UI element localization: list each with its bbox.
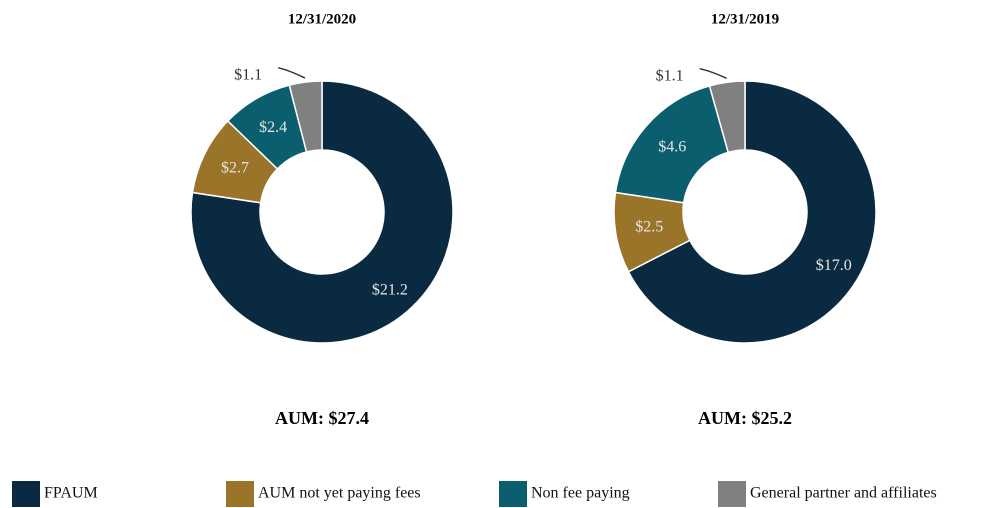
total-label: AUM: $27.4: [275, 408, 369, 428]
legend-swatch: [718, 481, 746, 507]
value-label: $1.1: [234, 66, 262, 83]
value-label: $2.7: [221, 160, 249, 177]
legend-swatch: [12, 481, 40, 507]
slice: [288, 80, 323, 153]
leader: [277, 67, 306, 79]
value-label: $4.6: [658, 138, 686, 155]
legend-swatch: [499, 481, 527, 507]
chart-title: 12/31/2019: [711, 11, 779, 27]
legend-label: AUM not yet paying fees: [258, 485, 421, 502]
slice: [614, 84, 730, 204]
slice: [627, 80, 877, 344]
value-label: $1.1: [656, 67, 684, 84]
chart-title: 12/31/2020: [288, 11, 356, 27]
total-label: AUM: $25.2: [698, 408, 792, 428]
value-label: $17.0: [816, 257, 852, 274]
value-label: $2.5: [635, 218, 663, 235]
legend-swatch: [226, 481, 254, 507]
legend-label: FPAUM: [44, 485, 98, 502]
legend-label: Non fee paying: [531, 485, 630, 502]
value-label: $21.2: [372, 281, 408, 298]
slice: [708, 80, 746, 154]
slice: [190, 80, 454, 344]
leader: [699, 67, 727, 79]
legend-label: General partner and affiliates: [750, 485, 937, 502]
value-label: $2.4: [259, 119, 287, 136]
